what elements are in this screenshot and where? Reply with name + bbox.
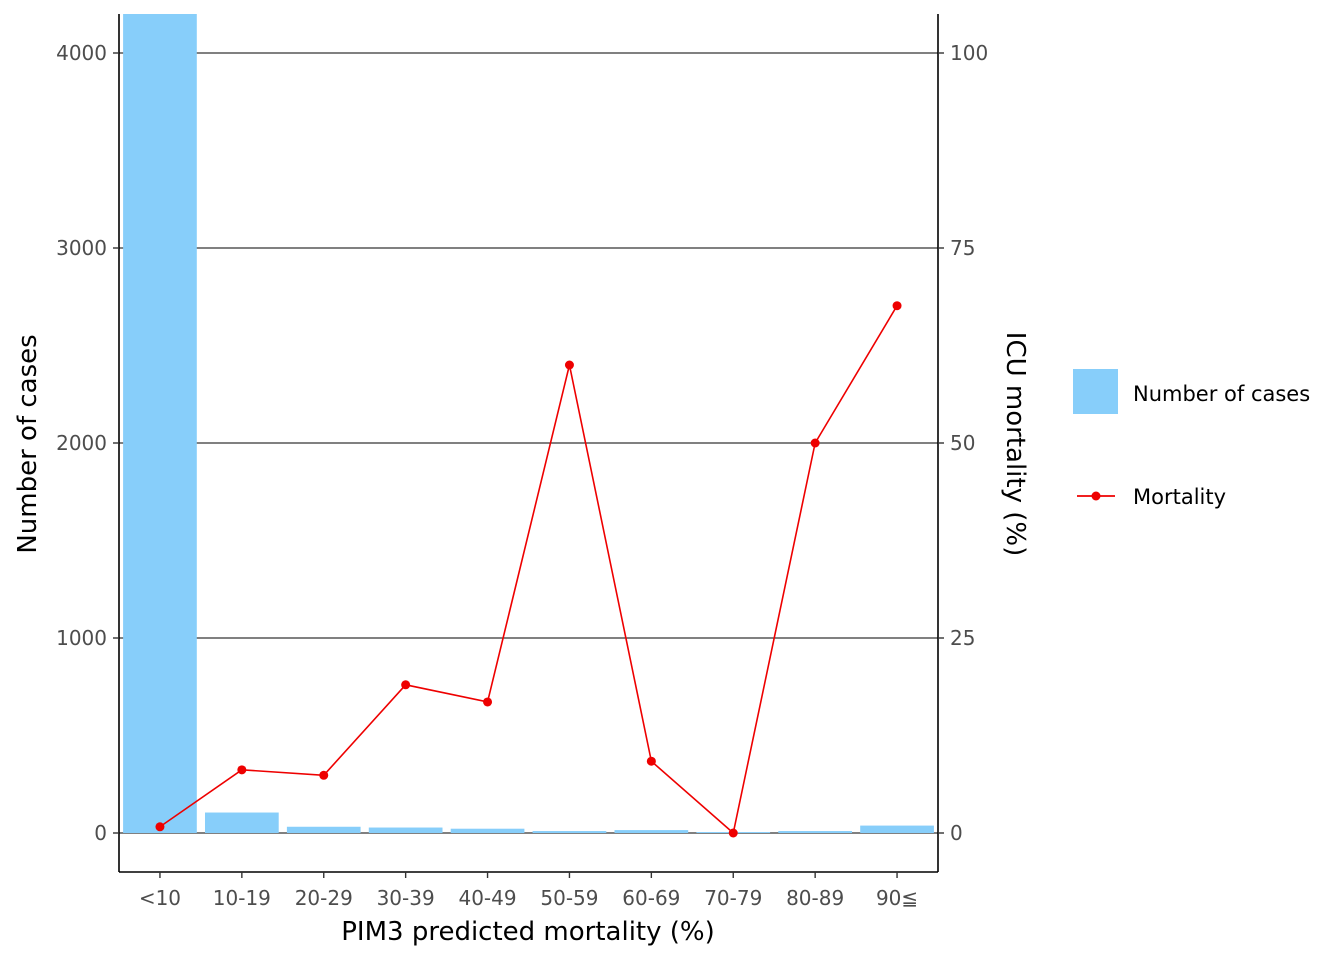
x-tick-label-9: 90≦ <box>876 886 918 910</box>
right-y-axis-title: ICU mortality (%) <box>1000 332 1030 556</box>
x-tick-label-5: 50-59 <box>540 886 598 910</box>
x-axis-title: PIM3 predicted mortality (%) <box>341 917 715 947</box>
legend-label-mortality: Mortality <box>1133 485 1226 509</box>
bar-8 <box>778 831 853 833</box>
bar-2 <box>286 826 361 833</box>
x-tick-label-6: 60-69 <box>622 886 680 910</box>
bar-series-number-of-cases <box>123 14 934 833</box>
left-tick-label-0: 0 <box>94 821 107 845</box>
mortality-point-7 <box>728 828 738 838</box>
x-tick-label-2: 20-29 <box>295 886 353 910</box>
bar-3 <box>368 827 443 833</box>
bar-5 <box>532 831 607 833</box>
legend-label-number-of-cases: Number of cases <box>1133 382 1310 406</box>
left-tick-label-2: 2000 <box>56 431 107 455</box>
bar-1 <box>204 812 279 833</box>
right-tick-label-0: 0 <box>950 821 963 845</box>
mortality-point-4 <box>483 697 493 707</box>
x-tick-label-4: 40-49 <box>458 886 516 910</box>
right-tick-label-4: 100 <box>950 41 988 65</box>
mortality-line <box>159 305 898 835</box>
right-tick-label-3: 75 <box>950 236 975 260</box>
bar-0 <box>123 14 197 833</box>
mortality-point-3 <box>401 680 411 690</box>
right-tick-label-2: 50 <box>950 431 975 455</box>
x-tick-label-3: 30-39 <box>377 886 435 910</box>
left-y-axis-ticks: 0 1000 2000 3000 4000 <box>56 41 119 845</box>
mortality-point-9 <box>892 301 902 311</box>
bar-9 <box>860 825 934 833</box>
mortality-point-0 <box>155 822 165 832</box>
mortality-point-1 <box>237 765 247 775</box>
bar-6 <box>614 830 689 833</box>
legend: Number of cases Mortality <box>1073 369 1310 509</box>
x-tick-label-8: 80-89 <box>786 886 844 910</box>
right-y-axis-ticks: 0 25 50 75 100 <box>938 41 988 845</box>
left-tick-label-1: 1000 <box>56 626 107 650</box>
mortality-point-8 <box>810 438 820 448</box>
mortality-point-2 <box>319 770 329 780</box>
mortality-point-5 <box>564 360 574 370</box>
left-tick-label-4: 4000 <box>56 41 107 65</box>
mortality-point-6 <box>646 756 656 766</box>
legend-swatch-number-of-cases <box>1073 369 1118 414</box>
left-tick-label-3: 3000 <box>56 236 107 260</box>
legend-swatch-mortality-point <box>1091 491 1101 501</box>
line-series-mortality <box>155 301 902 838</box>
left-y-axis-title: Number of cases <box>13 334 43 553</box>
x-tick-label-7: 70-79 <box>704 886 762 910</box>
x-tick-label-1: 10-19 <box>213 886 271 910</box>
bar-4 <box>450 828 525 833</box>
right-tick-label-1: 25 <box>950 626 975 650</box>
x-tick-label-0: <10 <box>139 886 181 910</box>
x-axis-ticks: <10 10-19 20-29 30-39 40-49 50-59 60-69 70-79 80… <box>139 872 918 910</box>
